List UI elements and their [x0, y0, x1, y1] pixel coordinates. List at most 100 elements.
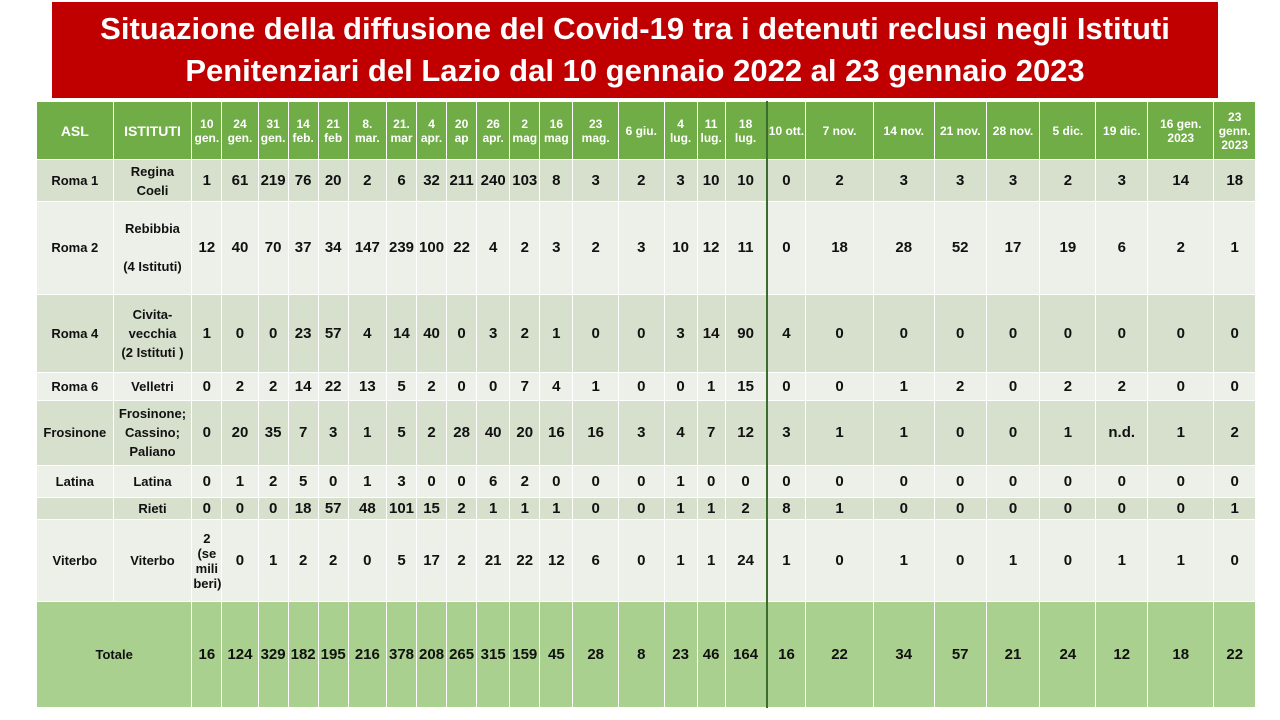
header-asl: ASL [36, 101, 114, 160]
istituti-line: Velletri [131, 379, 174, 395]
total-value: 8 [617, 601, 665, 708]
value-cell: 22 [509, 518, 541, 603]
total-value: 16 [191, 601, 223, 708]
value-cell: 0 [766, 201, 807, 295]
istituti-line: Frosinone; [118, 406, 187, 422]
value-cell: 3 [385, 464, 418, 498]
value-cell: 0 [1095, 496, 1149, 520]
value-cell: 0 [985, 496, 1041, 520]
value-cell: 40 [416, 293, 448, 374]
value-cell: 0 [805, 372, 874, 402]
value-cell: 14 [287, 372, 319, 402]
total-value: 22 [1213, 601, 1256, 708]
value-cell: 0 [191, 464, 223, 498]
value-cell: 3 [933, 158, 987, 203]
value-cell: 2 [257, 372, 289, 402]
value-cell: 0 [872, 293, 935, 374]
value-cell: 6 [385, 158, 418, 203]
row-istituti: Civita-vecchia (2 Istituti ) [112, 293, 193, 374]
value-cell: 22 [317, 372, 349, 402]
value-cell: 0 [1147, 372, 1215, 402]
value-cell: 0 [985, 293, 1041, 374]
row-asl [36, 496, 114, 520]
value-cell: 3 [663, 158, 698, 203]
value-cell: 0 [257, 496, 289, 520]
value-cell: 1 [347, 400, 388, 466]
value-cell: 2 [572, 201, 619, 295]
header-istituti: ISTITUTI [112, 101, 193, 160]
value-cell: 1 [663, 496, 698, 520]
value-cell: 100 [416, 201, 448, 295]
header-date: 23 mag. [572, 101, 619, 160]
value-cell: 0 [617, 293, 665, 374]
value-cell: 10 [724, 158, 768, 203]
row-asl: Roma 4 [36, 293, 114, 374]
value-cell: 0 [572, 496, 619, 520]
value-cell: 7 [287, 400, 319, 466]
value-cell: 0 [805, 464, 874, 498]
istituti-line: Rebibbia [125, 221, 180, 237]
total-value: 182 [287, 601, 319, 708]
value-cell: 0 [446, 372, 478, 402]
value-cell: 22 [446, 201, 478, 295]
value-cell: 0 [985, 372, 1041, 402]
value-cell: 0 [663, 372, 698, 402]
value-cell: 0 [933, 464, 987, 498]
value-cell: 2 [446, 496, 478, 520]
value-cell: 3 [617, 201, 665, 295]
istituti-line: Rieti [138, 500, 167, 516]
row-asl: Latina [36, 464, 114, 498]
value-cell: 2 [805, 158, 874, 203]
value-cell: 0 [1039, 496, 1097, 520]
value-cell: 1 [572, 372, 619, 402]
value-cell: 2 [1039, 372, 1097, 402]
istituti-line: Regina [130, 163, 175, 179]
value-cell: 0 [617, 496, 665, 520]
value-cell: 0 [1147, 496, 1215, 520]
header-date: 10 ott. [766, 101, 807, 160]
value-cell: 0 [872, 496, 935, 520]
value-cell: 1 [221, 464, 259, 498]
value-cell: 3 [872, 158, 935, 203]
total-value: 265 [446, 601, 478, 708]
istituti-line: Paliano [129, 444, 176, 460]
total-value: 24 [1039, 601, 1097, 708]
header-date: 24 gen. [221, 101, 259, 160]
value-cell: 1 [985, 518, 1041, 603]
value-cell: 15 [416, 496, 448, 520]
value-cell: 4 [766, 293, 807, 374]
value-cell: 20 [221, 400, 259, 466]
table-row: Roma 2 Rebibbia (4 Istituti) 12 40 70 37 34 147 2… [36, 201, 1256, 295]
header-date: 18 lug. [724, 101, 768, 160]
header-date: 31 gen. [257, 101, 289, 160]
header-date: 19 dic. [1095, 101, 1149, 160]
value-cell: 3 [539, 201, 574, 295]
value-cell: 6 [1095, 201, 1149, 295]
value-cell: 1 [696, 518, 726, 603]
value-cell: 2 (se mili beri) [191, 518, 223, 603]
value-cell: 6 [476, 464, 511, 498]
value-cell: 19 [1039, 201, 1097, 295]
value-cell: 32 [416, 158, 448, 203]
value-cell: 90 [724, 293, 768, 374]
value-cell: 0 [191, 496, 223, 520]
row-asl: Roma 6 [36, 372, 114, 402]
header-date: 11 lug. [696, 101, 726, 160]
value-cell: 101 [385, 496, 418, 520]
value-cell: 2 [287, 518, 319, 603]
value-cell: 2 [933, 372, 987, 402]
value-cell: 1 [766, 518, 807, 603]
total-value: 28 [572, 601, 619, 708]
header-date: 16 mag [539, 101, 574, 160]
value-cell: 0 [446, 293, 478, 374]
value-cell: 7 [509, 372, 541, 402]
value-cell: 0 [191, 400, 223, 466]
value-cell: 1 [191, 158, 223, 203]
total-value: 208 [416, 601, 448, 708]
value-cell: 23 [287, 293, 319, 374]
total-value: 124 [221, 601, 259, 708]
value-cell: 0 [933, 400, 987, 466]
header-date: 4 apr. [416, 101, 448, 160]
value-cell: 17 [985, 201, 1041, 295]
total-value: 16 [766, 601, 807, 708]
